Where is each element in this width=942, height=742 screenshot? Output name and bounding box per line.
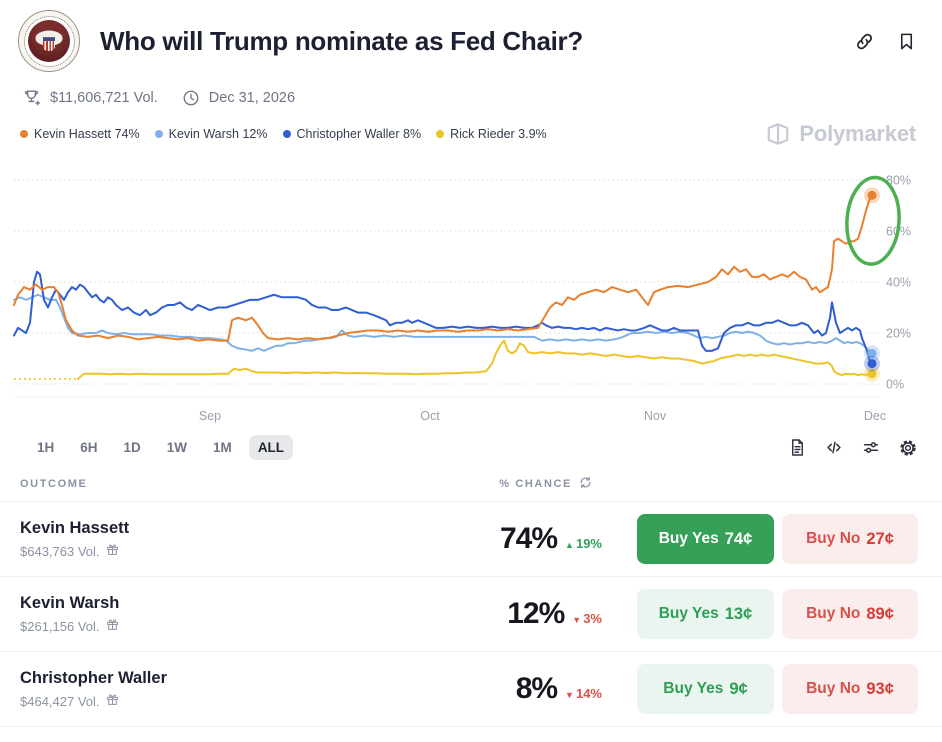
buy-yes-button[interactable]: Buy Yes 74¢ [637, 514, 774, 564]
price-chart[interactable]: 80% 60% 40% 20% 0% Sep Oct Nov Dec [0, 159, 942, 429]
buy-no-button[interactable]: Buy No 93¢ [782, 664, 918, 714]
outcome-name: Kevin Warsh [20, 594, 120, 612]
outcome-name: Christopher Waller [20, 669, 167, 687]
bookmark-icon[interactable] [897, 31, 916, 52]
chance-value: 74% [500, 522, 558, 555]
chart-controls: 1H 6H 1D 1W 1M ALL [28, 435, 918, 460]
chart-legend-row: Kevin Hassett 74% Kevin Warsh 12% Christ… [20, 121, 916, 147]
outcome-column-header: OUTCOME [20, 478, 88, 490]
embed-code-icon[interactable] [824, 438, 844, 457]
svg-text:80%: 80% [886, 174, 911, 188]
range-1m-button[interactable]: 1M [204, 435, 241, 460]
gift-icon[interactable] [106, 693, 119, 709]
svg-text:40%: 40% [886, 276, 911, 290]
chart-legend: Kevin Hassett 74% Kevin Warsh 12% Christ… [20, 127, 547, 141]
range-all-button[interactable]: ALL [248, 435, 294, 460]
page-title: Who will Trump nominate as Fed Chair? [100, 25, 583, 56]
legend-item-warsh[interactable]: Kevin Warsh 12% [154, 127, 268, 141]
svg-text:20%: 20% [886, 327, 911, 341]
range-1w-button[interactable]: 1W [158, 435, 196, 460]
gift-icon[interactable] [106, 618, 119, 634]
polymarket-watermark: Polymarket [765, 121, 916, 147]
volume-text: $11,606,721 Vol. [50, 89, 158, 106]
chart-settings-sliders-icon[interactable] [861, 438, 881, 457]
price-chart-svg: 80%60%40%20%0%Sep Oct Nov Dec [13, 174, 911, 423]
svg-text:0%: 0% [886, 378, 904, 392]
gift-icon[interactable] [106, 543, 119, 559]
clock-icon [182, 89, 200, 107]
svg-text:Dec: Dec [864, 409, 886, 423]
volume-value: $464,427 Vol. [20, 693, 100, 709]
legend-item-waller[interactable]: Christopher Waller 8% [282, 127, 421, 141]
chance-change-down: ▼ 3% [572, 611, 602, 626]
buy-no-button[interactable]: Buy No 89¢ [782, 589, 918, 639]
range-1h-button[interactable]: 1H [28, 435, 63, 460]
link-icon[interactable] [854, 31, 875, 52]
buy-yes-button[interactable]: Buy Yes 9¢ [637, 664, 774, 714]
chance-value: 12% [507, 597, 565, 630]
down-arrow-icon: ▼ [572, 615, 582, 625]
outcome-row-hassett[interactable]: Kevin Hassett $643,763 Vol. 74% ▲ 19% Bu… [0, 502, 942, 577]
chance-value: 8% [515, 672, 558, 705]
outcome-row-waller[interactable]: Christopher Waller $464,427 Vol. 8% ▼ 14… [0, 652, 942, 727]
up-arrow-icon: ▲ [565, 540, 574, 550]
buy-no-button[interactable]: Buy No 27¢ [782, 514, 918, 564]
volume-value: $261,156 Vol. [20, 618, 100, 634]
order-book-icon[interactable] [788, 438, 807, 457]
legend-dot-blue [282, 130, 291, 138]
legend-dot-orange [20, 130, 28, 138]
range-6h-button[interactable]: 6H [71, 435, 106, 460]
legend-item-hassett[interactable]: Kevin Hassett 74% [20, 127, 140, 141]
volume-value: $643,763 Vol. [20, 543, 100, 559]
svg-text:Sep: Sep [199, 409, 221, 423]
refresh-icon[interactable] [579, 476, 592, 492]
polymarket-logo-icon [768, 123, 789, 145]
chance-column-header: % CHANCE [499, 478, 572, 490]
down-arrow-icon: ▼ [565, 690, 574, 700]
outcomes-table-header: OUTCOME % CHANCE [0, 476, 942, 502]
legend-dot-yellow [436, 130, 445, 138]
legend-item-rieder[interactable]: Rick Rieder 3.9% [436, 127, 547, 141]
market-meta: $11,606,721 Vol. Dec 31, 2026 [22, 88, 942, 107]
outcome-row-warsh[interactable]: Kevin Warsh $261,156 Vol. 12% ▼ 3% Buy Y… [0, 577, 942, 652]
buy-yes-button[interactable]: Buy Yes 13¢ [637, 589, 774, 639]
market-header: Who will Trump nominate as Fed Chair? [0, 0, 942, 72]
leaderboard-trophy-icon[interactable] [22, 88, 41, 107]
svg-text:Nov: Nov [644, 409, 667, 423]
svg-text:Oct: Oct [420, 409, 440, 423]
legend-dot-lightblue [154, 130, 163, 138]
chance-change-up: ▲ 19% [565, 536, 602, 551]
fed-seal-logo [18, 10, 80, 72]
end-date-text: Dec 31, 2026 [208, 89, 296, 106]
chance-change-down: ▼ 14% [565, 686, 602, 701]
range-1d-button[interactable]: 1D [115, 435, 150, 460]
time-range-selector: 1H 6H 1D 1W 1M ALL [28, 435, 294, 460]
outcome-name: Kevin Hassett [20, 519, 130, 537]
gear-icon[interactable] [898, 438, 918, 458]
